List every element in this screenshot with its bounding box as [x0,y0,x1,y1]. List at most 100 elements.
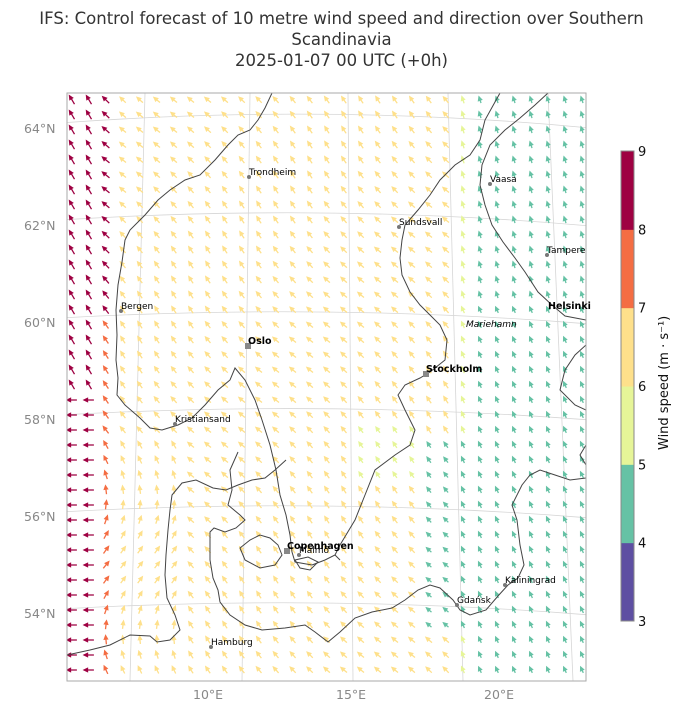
wind-arrow [511,125,517,134]
wind-arrow [477,650,483,659]
wind-arrow [255,515,262,524]
wind-arrow [170,320,177,329]
wind-arrow [323,200,330,209]
wind-arrow [67,592,77,598]
wind-arrow [545,230,551,239]
wind-arrow [511,230,517,239]
wind-arrow [323,500,330,509]
wind-arrow [203,96,212,104]
wind-arrow [579,485,585,494]
wind-arrow [68,334,76,345]
wind-arrow [390,261,399,269]
wind-arrow [137,560,144,569]
wind-arrow [373,246,382,254]
wind-arrow [324,125,330,134]
wind-arrow [545,260,551,269]
wind-arrow [545,305,551,314]
wind-arrow [322,651,331,659]
wind-arrow [239,230,245,239]
wind-arrow [494,335,500,344]
wind-arrow [204,156,212,164]
wind-arrow [442,651,450,659]
wind-arrow [579,635,585,644]
wind-arrow [374,515,381,524]
wind-arrow [425,531,432,538]
wind-arrow [82,487,94,493]
wind-arrow [204,620,211,629]
wind-arrow [67,517,77,523]
wind-arrow [68,199,76,210]
wind-arrow [528,620,534,629]
wind-arrow [205,635,211,644]
wind-arrow [120,455,126,464]
wind-arrow [68,274,76,285]
wind-arrow [408,125,415,134]
city-marker [503,583,507,587]
wind-arrow [171,590,177,599]
wind-arrow [306,426,314,434]
wind-arrow [528,560,534,569]
wind-arrow [545,485,551,494]
wind-arrow [579,275,585,284]
wind-arrow [494,515,500,524]
wind-arrow [391,350,399,359]
wind-arrow [154,649,160,659]
wind-arrow [374,155,381,164]
wind-arrow [442,666,450,674]
wind-arrow [289,155,296,164]
wind-arrow [460,545,466,554]
wind-arrow [187,365,195,374]
lat-label: 54°N [24,606,56,621]
wind-arrow [272,515,279,524]
wind-arrow [289,515,296,524]
wind-arrow [494,530,500,539]
wind-arrow [68,94,76,105]
wind-arrow [254,381,263,389]
wind-arrow [460,215,466,224]
wind-arrow [272,485,280,494]
wind-arrow [135,186,144,194]
wind-arrow [511,260,517,269]
wind-arrow [288,366,297,374]
wind-arrow [137,514,143,524]
wind-arrow [340,246,348,254]
wind-arrow [136,290,143,299]
wind-arrow [340,155,347,164]
wind-arrow [545,410,551,419]
wind-arrow [494,380,500,389]
wind-arrow [441,201,450,209]
wind-arrow [323,261,331,269]
wind-arrow [103,634,109,645]
wind-arrow [186,471,195,479]
wind-arrow [254,351,263,359]
wind-arrow [477,125,483,134]
wind-arrow [68,244,76,255]
lon-label: 15°E [336,687,366,702]
wind-arrow [82,427,94,433]
wind-arrow [408,140,416,149]
wind-arrow [154,619,160,629]
wind-arrow [545,365,551,374]
wind-arrow [579,440,585,449]
wind-arrow [579,200,585,209]
wind-arrow [288,336,297,344]
wind-arrow [511,95,517,104]
wind-arrow [424,651,433,659]
wind-arrow [391,530,399,539]
wind-arrow [528,350,534,359]
wind-arrow [425,171,433,179]
wind-arrow [375,470,381,479]
wind-arrow [528,530,534,539]
wind-arrow [442,561,449,568]
wind-arrow [272,140,279,149]
wind-arrow [272,530,279,539]
wind-arrow [357,515,364,524]
wind-arrow [494,155,500,164]
wind-arrow [407,621,416,629]
wind-arrow [339,321,348,329]
wind-arrow [171,575,178,584]
lon-label: 10°E [193,687,223,702]
wind-arrow [306,230,313,239]
wind-arrow [528,485,534,494]
wind-arrow [460,140,466,149]
